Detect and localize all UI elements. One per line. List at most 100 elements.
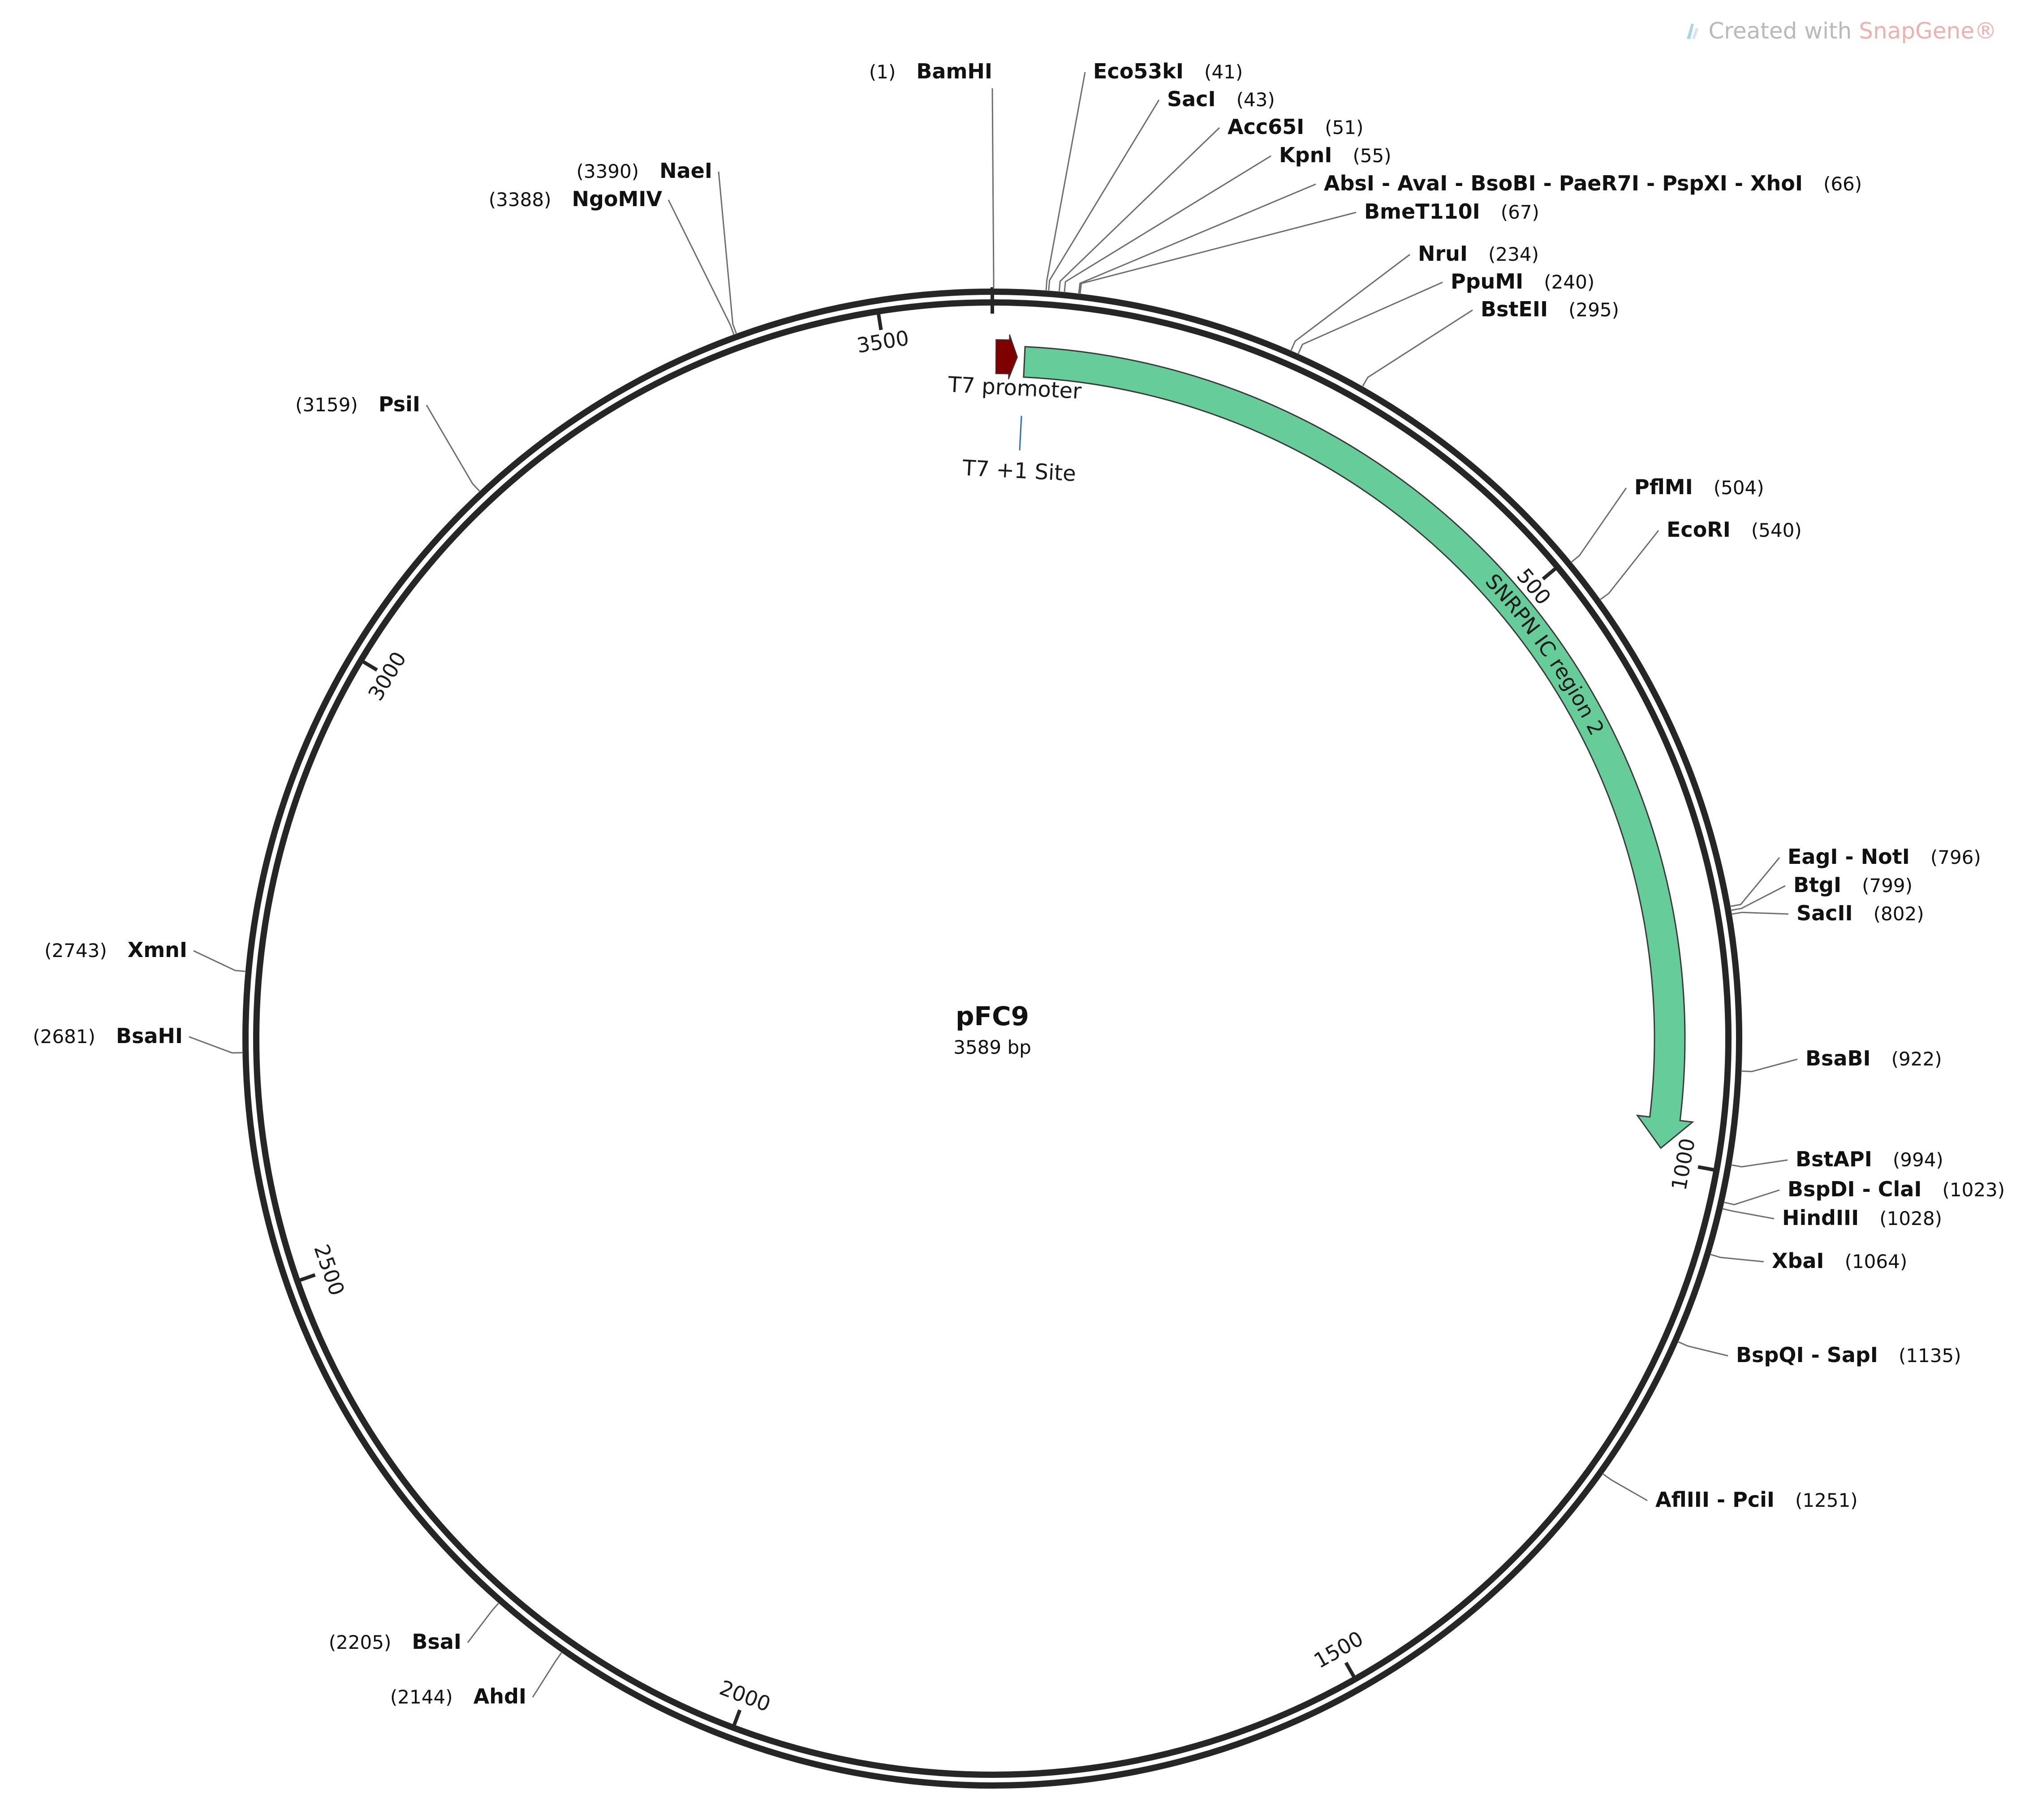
site-name: Eco53kI — [1093, 59, 1184, 83]
tick-label: 2000 — [716, 1675, 774, 1716]
restriction-site-label[interactable]: Eco53kI (41) — [1093, 59, 1243, 83]
site-position: (3159) — [295, 394, 358, 416]
restriction-site-label[interactable]: HindIII (1028) — [1782, 1206, 1942, 1230]
site-position: (43) — [1236, 89, 1275, 111]
restriction-site-label[interactable]: BtgI (799) — [1793, 873, 1913, 897]
site-position: (66) — [1823, 173, 1862, 195]
tick-mark — [299, 1273, 316, 1282]
site-labels: (1) BamHI Eco53kI (41) SacI (43) Acc65I (51… — [33, 59, 2005, 1708]
site-position: (799) — [1862, 875, 1913, 897]
site-leader-line — [1045, 72, 1086, 291]
tick-mark — [877, 314, 883, 331]
site-leader-line — [1741, 1058, 1798, 1073]
site-leader-line — [1599, 530, 1659, 600]
restriction-site-label[interactable]: BsaBI (922) — [1805, 1046, 1942, 1070]
restriction-site-label[interactable]: BstEII (295) — [1481, 297, 1619, 321]
snapgene-logo-icon — [1687, 24, 1699, 39]
site-name: NgoMIV — [572, 187, 662, 211]
site-name: BstAPI — [1796, 1147, 1872, 1171]
site-leader-line — [193, 950, 246, 972]
watermark-prefix: Created with — [1708, 18, 1859, 44]
site-leader-line — [1723, 1189, 1780, 1206]
restriction-site-label[interactable]: Acc65I (51) — [1228, 115, 1363, 139]
restriction-site-label[interactable]: (3159) PsiI — [295, 392, 420, 416]
site-position: (295) — [1568, 299, 1619, 321]
site-leader-line — [532, 1652, 563, 1698]
site-name: BtgI — [1793, 873, 1841, 897]
tick-mark — [1697, 1165, 1715, 1172]
site-position: (3390) — [576, 160, 639, 182]
restriction-site-label[interactable]: SacI (43) — [1167, 87, 1275, 111]
restriction-site-label[interactable]: KpnI (55) — [1279, 143, 1391, 167]
site-position: (55) — [1353, 145, 1391, 167]
restriction-site-label[interactable]: BspQI - SapI (1135) — [1736, 1343, 1961, 1367]
site-position: (2144) — [390, 1686, 453, 1708]
restriction-site-label[interactable]: BspDI - ClaI (1023) — [1788, 1177, 2005, 1201]
site-name: EagI - NotI — [1788, 845, 1910, 869]
site-position: (234) — [1488, 243, 1539, 265]
restriction-site-label[interactable]: AflIII - PciI (1251) — [1655, 1488, 1858, 1512]
site-name: KpnI — [1279, 143, 1332, 167]
site-name: NruI — [1418, 242, 1468, 266]
site-leader-line — [1731, 911, 1789, 915]
restriction-site-label[interactable]: (1) BamHI — [869, 59, 992, 83]
restriction-site-label[interactable]: (2205) BsaI — [329, 1630, 461, 1654]
site-name: BspQI - SapI — [1736, 1343, 1878, 1367]
site-leader-line — [1570, 487, 1627, 563]
site-leader-line — [1297, 281, 1443, 355]
restriction-site-label[interactable]: EagI - NotI (796) — [1788, 845, 1981, 869]
site-name: NaeI — [659, 159, 712, 183]
site-position: (3388) — [489, 189, 551, 211]
restriction-site-label[interactable]: SacII (802) — [1796, 901, 1924, 925]
tick-label: 3500 — [855, 326, 911, 358]
site-name: XmnI — [128, 938, 187, 962]
restriction-site-label[interactable]: BstAPI (994) — [1796, 1147, 1943, 1171]
site-name: SacII — [1796, 901, 1853, 925]
site-leader-line — [467, 1602, 500, 1643]
restriction-site-label[interactable]: PflMI (504) — [1634, 475, 1764, 499]
site-leader-line — [1048, 99, 1160, 291]
site-leader-line — [991, 88, 995, 289]
site-leader-line — [1722, 1208, 1775, 1220]
watermark-brand: SnapGene® — [1859, 18, 1997, 44]
site-name: BsaI — [412, 1630, 461, 1654]
restriction-site-label[interactable]: (3388) NgoMIV — [489, 187, 663, 211]
restriction-site-label[interactable]: XbaI (1064) — [1772, 1249, 1907, 1273]
site-name: BstEII — [1481, 297, 1548, 321]
restriction-site-label[interactable]: BmeT110I (67) — [1364, 199, 1539, 224]
site-name: PflMI — [1634, 475, 1693, 499]
tick-label: 1000 — [1667, 1136, 1700, 1192]
site-position: (1251) — [1795, 1489, 1858, 1511]
site-position: (802) — [1874, 903, 1924, 925]
site-leader-line — [668, 199, 735, 336]
site-leader-lines — [189, 72, 1798, 1698]
tick-mark — [362, 660, 378, 672]
site-name: PsiI — [379, 392, 420, 416]
restriction-site-label[interactable]: (2144) AhdI — [390, 1684, 526, 1708]
restriction-site-label[interactable]: PpuMI (240) — [1451, 269, 1594, 293]
site-leader-line — [1078, 183, 1316, 294]
site-position: (41) — [1204, 61, 1243, 83]
site-position: (1064) — [1845, 1251, 1908, 1272]
site-position: (2743) — [44, 940, 107, 962]
tick-mark — [1344, 1661, 1356, 1678]
t7-plus1-site-label: T7 +1 Site — [961, 455, 1077, 486]
restriction-site-label[interactable]: EcoRI (540) — [1667, 518, 1802, 542]
site-name: BsaBI — [1805, 1046, 1871, 1070]
site-leader-line — [1058, 127, 1220, 292]
feature-snrpn-ic-region-2[interactable] — [1023, 346, 1694, 1149]
restriction-site-label[interactable]: (2681) BsaHI — [33, 1024, 183, 1048]
site-name: BamHI — [916, 59, 992, 83]
site-name: EcoRI — [1667, 518, 1731, 542]
site-name: AbsI - AvaI - BsoBI - PaeR7I - PspXI - X… — [1324, 171, 1803, 195]
site-position: (994) — [1893, 1149, 1943, 1171]
feature-t7-promoter[interactable] — [995, 334, 1018, 380]
site-leader-line — [1064, 155, 1271, 293]
restriction-site-label[interactable]: (2743) XmnI — [44, 938, 187, 962]
site-position: (67) — [1501, 201, 1539, 223]
site-leader-line — [1677, 1341, 1728, 1357]
restriction-site-label[interactable]: (3390) NaeI — [576, 159, 712, 183]
restriction-site-label[interactable]: NruI (234) — [1418, 242, 1539, 266]
restriction-site-label[interactable]: AbsI - AvaI - BsoBI - PaeR7I - PspXI - X… — [1324, 171, 1862, 195]
